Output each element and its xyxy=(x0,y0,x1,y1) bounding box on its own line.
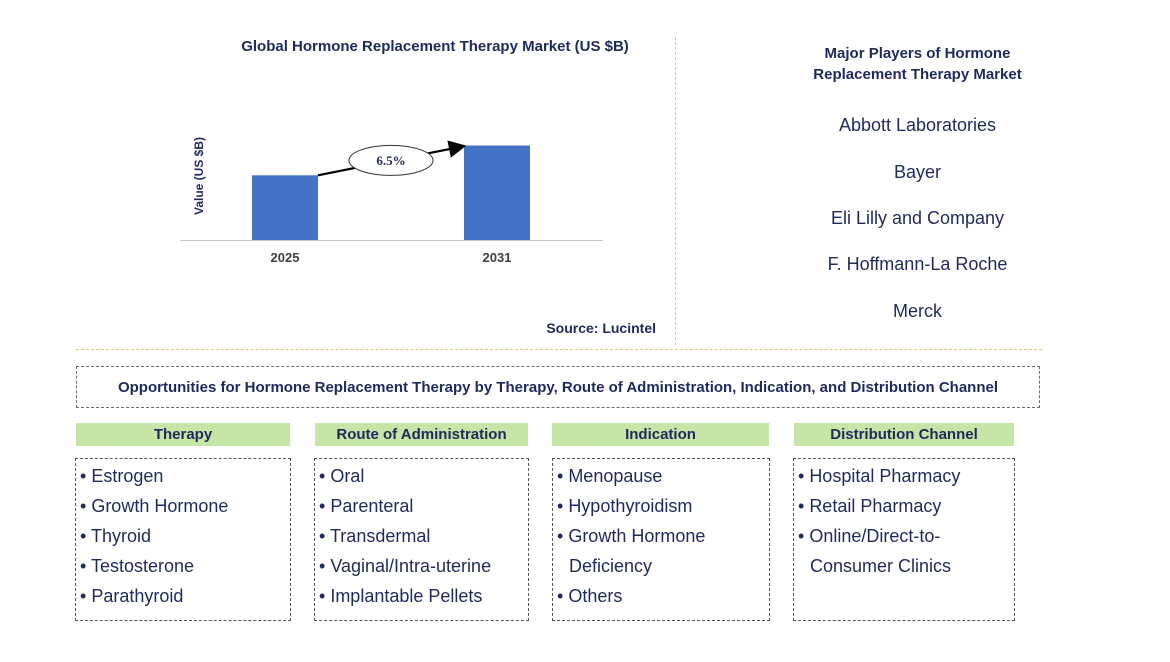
cagr-ellipse xyxy=(348,144,434,176)
list-item: Estrogen xyxy=(80,461,290,491)
list-item: Parathyroid xyxy=(80,581,290,611)
list-item: Hypothyroidism xyxy=(557,491,769,521)
list-item: Online/Direct-to-Consumer Clinics xyxy=(798,521,1014,581)
list-item: Menopause xyxy=(557,461,769,491)
player-item: F. Hoffmann-La Roche xyxy=(827,254,1008,274)
y-axis-label: Value (US $B) xyxy=(192,137,206,215)
players-title: Major Players of Hormone Replacement The… xyxy=(790,43,1045,85)
list-item: Thyroid xyxy=(80,521,290,551)
list-item: Retail Pharmacy xyxy=(798,491,1014,521)
category-header-distribution: Distribution Channel xyxy=(794,423,1014,446)
list-item: Vaginal/Intra-uterine xyxy=(319,551,528,581)
list-item: Oral xyxy=(319,461,528,491)
list-item: Others xyxy=(557,581,769,611)
opportunities-title: Opportunities for Hormone Replacement Th… xyxy=(76,366,1040,408)
players-title-line1: Major Players of Hormone xyxy=(824,45,1011,62)
bar-2025 xyxy=(252,175,318,240)
list-item: Hospital Pharmacy xyxy=(798,461,1014,491)
list-item: Implantable Pellets xyxy=(319,581,528,611)
x-tick-label: 2025 xyxy=(271,250,300,265)
player-item: Merck xyxy=(893,301,942,321)
category-header-route: Route of Administration xyxy=(315,423,528,446)
category-box-route: Oral Parenteral Transdermal Vaginal/Intr… xyxy=(314,458,529,621)
list-item: Testosterone xyxy=(80,551,290,581)
horizontal-divider xyxy=(76,349,1042,350)
category-box-distribution: Hospital Pharmacy Retail Pharmacy Online… xyxy=(793,458,1015,621)
vertical-divider xyxy=(675,37,676,345)
category-header-indication: Indication xyxy=(552,423,769,446)
category-box-therapy: Estrogen Growth Hormone Thyroid Testoste… xyxy=(75,458,291,621)
list-item: Growth Hormone xyxy=(80,491,290,521)
list-item: Transdermal xyxy=(319,521,528,551)
players-title-line2: Replacement Therapy Market xyxy=(813,66,1022,83)
list-item: Parenteral xyxy=(319,491,528,521)
category-header-therapy: Therapy xyxy=(76,423,290,446)
list-item: Growth Hormone Deficiency xyxy=(557,521,769,581)
player-item: Abbott Laboratories xyxy=(838,115,997,135)
player-item: Eli Lilly and Company xyxy=(830,208,1005,228)
bar-chart: Value (US $B) 2025 2031 6.5% xyxy=(180,137,603,265)
bar-2031 xyxy=(464,145,530,240)
x-tick-label: 2031 xyxy=(483,250,512,265)
chart-title: Global Hormone Replacement Therapy Marke… xyxy=(241,38,629,55)
player-item: Bayer xyxy=(893,162,942,182)
category-box-indication: Menopause Hypothyroidism Growth Hormone … xyxy=(552,458,770,621)
source-note: Source: Lucintel xyxy=(546,320,656,336)
cagr-label: 6.5% xyxy=(376,153,405,168)
